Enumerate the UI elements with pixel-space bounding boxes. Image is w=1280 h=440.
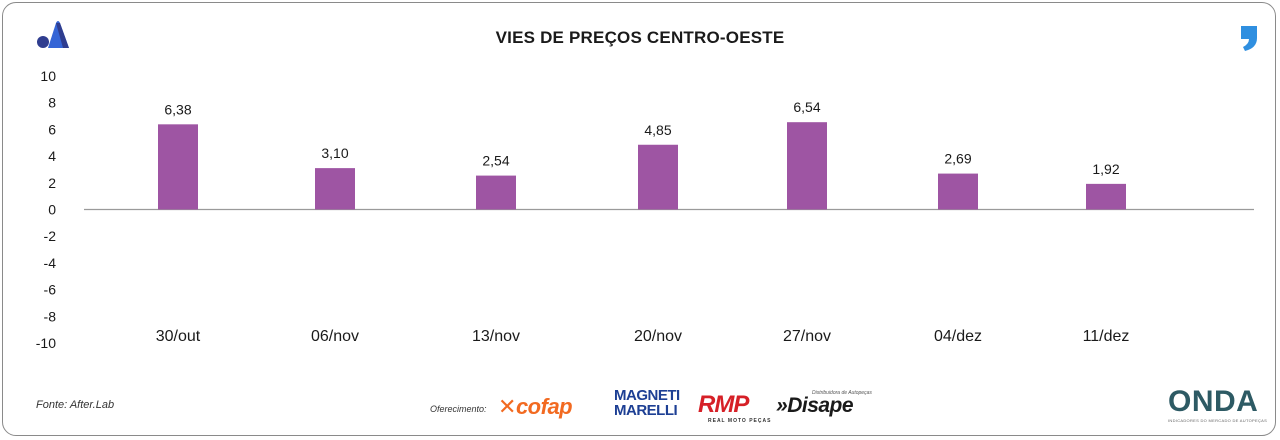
y-tick-label: 6 — [48, 121, 56, 137]
y-tick-label: 8 — [48, 95, 56, 111]
bar-value-label: 2,69 — [944, 151, 971, 167]
y-tick-label: 4 — [48, 148, 56, 164]
cofap-x-icon: ✕ — [498, 394, 516, 419]
disape-logo: »Disape — [776, 394, 853, 418]
y-tick-label: 0 — [48, 202, 56, 218]
bar-04/dez — [938, 174, 978, 210]
x-tick-label: 11/dez — [1083, 328, 1130, 345]
y-tick-label: -10 — [36, 335, 56, 351]
bar-value-label: 1,92 — [1092, 161, 1119, 177]
y-tick-label: -4 — [44, 255, 57, 271]
y-tick-label: -6 — [44, 282, 57, 298]
onda-logo: ONDA — [1168, 385, 1258, 419]
x-tick-label: 27/nov — [783, 328, 831, 345]
y-tick-label: -2 — [44, 228, 57, 244]
sponsor-caption: Oferecimento: — [430, 404, 487, 414]
bar-value-label: 6,38 — [164, 101, 191, 117]
bar-value-label: 4,85 — [644, 122, 671, 138]
bar-value-label: 6,54 — [793, 99, 820, 115]
cofap-logo: ✕cofap — [498, 394, 572, 420]
x-tick-label: 06/nov — [311, 328, 359, 345]
magneti-marelli-logo: MAGNETI MARELLI — [614, 388, 680, 418]
bar-06/nov — [315, 168, 355, 209]
y-tick-label: 10 — [40, 68, 56, 84]
rmp-logo-subtitle: REAL MOTO PEÇAS — [708, 418, 771, 424]
bar-value-label: 3,10 — [321, 145, 348, 161]
x-tick-label: 04/dez — [934, 328, 982, 345]
source-note: Fonte: After.Lab — [36, 399, 114, 411]
y-tick-label: 2 — [48, 175, 56, 191]
rmp-logo: RMP — [698, 391, 748, 419]
magneti-logo-line2: MARELLI — [614, 403, 680, 418]
cofap-logo-text: cofap — [516, 394, 572, 419]
bar-20/nov — [638, 145, 678, 210]
y-tick-label: -8 — [44, 308, 57, 324]
bar-27/nov — [787, 122, 827, 209]
x-tick-label: 20/nov — [634, 328, 682, 345]
magneti-logo-line1: MAGNETI — [614, 388, 680, 403]
bar-13/nov — [476, 176, 516, 210]
disape-chevron-icon: » — [776, 394, 787, 417]
onda-logo-subtitle: INDICADORES DO MERCADO DE AUTOPEÇAS — [1168, 418, 1267, 423]
bar-value-label: 2,54 — [482, 153, 509, 169]
disape-logo-text: Disape — [787, 394, 853, 417]
bar-30/out — [158, 124, 198, 209]
x-tick-label: 30/out — [156, 328, 201, 345]
bar-11/dez — [1086, 184, 1126, 210]
x-tick-label: 13/nov — [472, 328, 520, 345]
